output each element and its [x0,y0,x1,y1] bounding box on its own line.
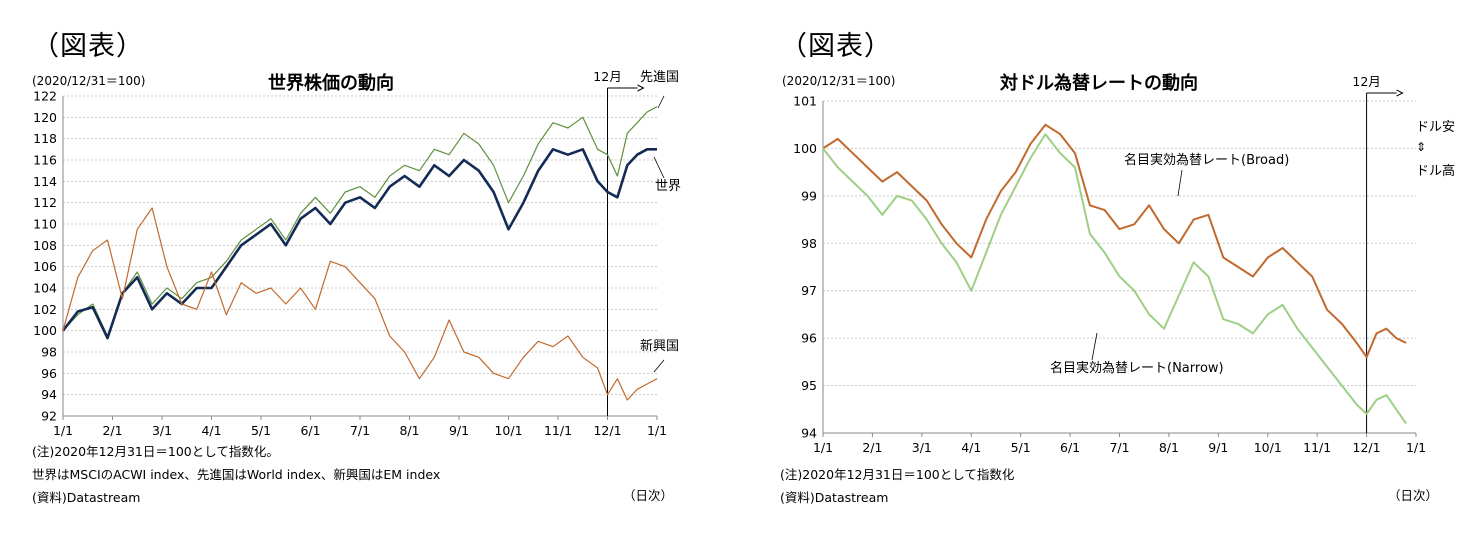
y-tick-label: 95 [801,378,817,393]
fx-chart: 94 95 96 97 98 99 100 101 1/1 2/1 3/1 4/1 5/1 6/1 7/1 8… [793,74,1455,455]
x-tick-label: 3/1 [912,440,932,455]
right-panel: （図表） (2020/12/31＝100) 対ドル為替レートの動向 94 95 96… [760,0,1460,533]
x-tick-label: 4/1 [201,423,221,438]
y-tick-label: 96 [801,331,817,346]
series-annotation-2: 名目実効為替レート(Narrow) [1050,360,1224,376]
x-tick-label: 8/1 [1159,440,1179,455]
y-tick-label: 108 [33,238,57,253]
series-annotation-1: 名目実効為替レート(Broad) [1124,152,1289,168]
y-tick-label: 98 [801,236,817,251]
x-tick-label: 9/1 [1208,440,1228,455]
x-tick-label: 11/1 [1303,440,1331,455]
annotation-leader [653,359,665,373]
stock-chart: 92 94 96 98 100 102 104 106 108 110 112 114 116 118 12… [33,69,681,438]
series-line-2 [61,148,657,340]
annotation-leader [653,156,665,179]
december-label: 12月 [593,69,621,84]
x-tick-label: 7/1 [350,423,370,438]
y-tick-label: 114 [33,174,57,189]
x-tick-label: 9/1 [449,423,469,438]
figure-heading: （図表） [780,31,892,62]
series-line-3 [62,207,658,401]
series-annotation-2: 世界 [655,179,681,194]
unit-label: （日次） [623,488,674,503]
x-tick-label: 6/1 [300,423,320,438]
y-tick-label: 106 [33,259,57,274]
x-tick-label: 5/1 [1011,440,1031,455]
december-label: 12月 [1352,74,1380,89]
y-tick-label: 122 [33,89,57,104]
usd-weak-label: ドル安 [1416,120,1455,135]
base-label: (2020/12/31＝100) [32,74,146,88]
source-line: (資料)Datastream [32,490,141,505]
source-line: (資料)Datastream [780,490,889,505]
y-tick-label: 92 [41,409,57,424]
x-tick-label: 10/1 [494,423,522,438]
x-tick-label: 2/1 [102,423,122,438]
base-label: (2020/12/31＝100) [782,74,896,88]
x-tick-label: 10/1 [1254,440,1282,455]
y-tick-label: 100 [793,141,817,156]
y-tick-label: 97 [801,283,817,298]
arrow-head [1396,89,1404,97]
series-line-1 [62,106,658,337]
series-annotation-1: 先進国 [640,70,679,85]
figure-heading: （図表） [32,31,144,62]
arrow-head [637,84,645,92]
y-tick-label: 94 [801,426,817,441]
x-tick-label: 11/1 [544,423,572,438]
x-tick-label: 5/1 [251,423,271,438]
usd-strong-label: ドル高 [1416,163,1455,179]
x-tick-label: 2/1 [862,440,882,455]
unit-label: （日次） [1388,488,1439,503]
x-tick-label: 4/1 [961,440,981,455]
x-tick-label: 6/1 [1060,440,1080,455]
y-tick-label: 118 [33,131,57,146]
x-tick-label: 1/1 [1406,440,1426,455]
y-tick-label: 99 [801,188,817,203]
direction-arrow-icon: ⇕ [1416,140,1426,154]
chart-title: 対ドル為替レートの動向 [1000,73,1198,94]
x-tick-label: 12/1 [593,423,621,438]
annotation-leader [657,95,665,109]
y-tick-label: 96 [41,366,57,381]
y-tick-label: 100 [33,323,57,338]
y-tick-label: 120 [33,110,57,125]
y-tick-label: 104 [33,281,57,296]
annotation-leader [1091,332,1098,361]
x-tick-label: 8/1 [399,423,419,438]
y-tick-label: 94 [41,387,57,402]
x-tick-label: 7/1 [1109,440,1129,455]
note-line-1: (注)2020年12月31日＝100として指数化。 [32,444,279,459]
annotation-leader [1177,169,1183,197]
x-tick-label: 1/1 [647,423,667,438]
y-tick-label: 102 [33,302,57,317]
x-tick-label: 3/1 [152,423,172,438]
left-panel: （図表） (2020/12/31＝100) 世界株価の動向 92 94 96 98 10… [0,0,730,533]
chart-title: 世界株価の動向 [268,73,394,94]
series-annotation-3: 新興国 [640,338,679,354]
x-tick-label: 12/1 [1353,440,1381,455]
y-tick-label: 110 [33,217,57,232]
note-line-1: (注)2020年12月31日＝100として指数化 [780,467,1015,482]
x-tick-label: 1/1 [53,423,73,438]
y-tick-label: 98 [41,345,57,360]
series-line-1 [822,123,1407,359]
series-line-2 [822,133,1407,425]
y-tick-label: 112 [33,195,57,210]
x-tick-label: 1/1 [813,440,833,455]
note-line-2: 世界はMSCIのACWI index、先進国はWorld index、新興国はE… [32,467,441,482]
y-tick-label: 116 [33,153,57,168]
y-tick-label: 101 [793,94,817,109]
